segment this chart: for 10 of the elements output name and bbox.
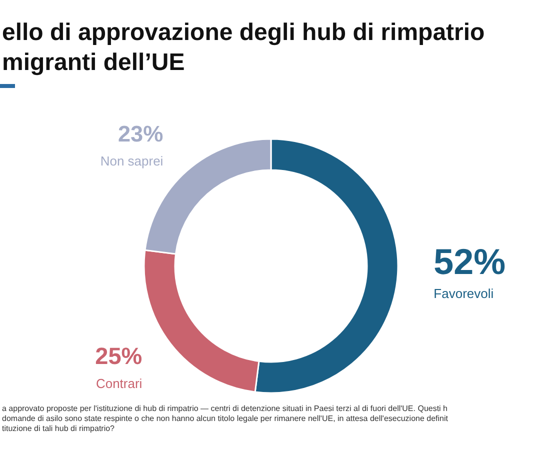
text: a approvato proposte per l'istituzione di hub di rimpatrio — centri di detenzione situati in Paesi terzi al di fuori dell'UE. Questi h <box>2 404 449 414</box>
data-label: 52% <box>434 241 506 282</box>
slice-label: Non saprei <box>100 154 164 169</box>
chart-title: ello di approvazione degli hub di rimpatrio migranti dell’UE <box>2 18 486 78</box>
text: domande di asilo sono state respinte o che non hanno alcun titolo legale per rimanere nell'UE, in attesa dell'esecuzione definit <box>2 414 450 424</box>
data-label: 25% <box>95 342 142 369</box>
data-label: 23% <box>118 122 164 147</box>
slice-label: Favorevoli <box>434 286 494 302</box>
text: tituzione di tali hub di rimpatrio? <box>2 424 116 434</box>
slice-label: Contrari <box>96 376 142 391</box>
